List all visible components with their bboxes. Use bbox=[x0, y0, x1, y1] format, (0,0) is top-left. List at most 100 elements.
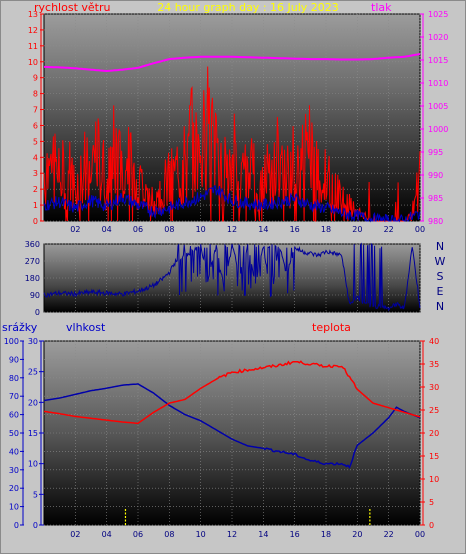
rain-tick: 70 bbox=[9, 392, 19, 401]
pressure-tick: 980 bbox=[428, 217, 443, 226]
humidity-line bbox=[43, 383, 421, 469]
direction-tick: 270 bbox=[25, 257, 40, 266]
direction-tick: 360 bbox=[25, 240, 40, 249]
pressure-label: tlak bbox=[371, 1, 392, 14]
temperature-axis: 0 5 10 15 20 25 30 35 40 bbox=[420, 337, 439, 530]
compass-label: S bbox=[437, 270, 444, 283]
time-tick: 14 bbox=[258, 530, 268, 539]
humidity-tick: 5 bbox=[33, 490, 38, 499]
compass-label: E bbox=[437, 285, 444, 298]
wind-speed-tick: 4 bbox=[33, 153, 38, 162]
wind-direction-series bbox=[43, 242, 421, 312]
time-tick: 14 bbox=[258, 225, 268, 234]
pressure-tick: 1015 bbox=[428, 56, 448, 65]
temperature-label: teplota bbox=[312, 321, 351, 334]
rain-humidity-temperature-panel: 0 10 20 30 40 50 60 70 80 90 100 0 5 10 15 20 25 30 0 5 10… bbox=[4, 337, 439, 539]
compass-label: W bbox=[435, 255, 446, 268]
pressure-tick: 1010 bbox=[428, 79, 448, 88]
pressure-tick: 1025 bbox=[428, 10, 448, 19]
temperature-tick: 30 bbox=[429, 383, 439, 392]
time-tick: 02 bbox=[70, 530, 80, 539]
pressure-tick: 990 bbox=[428, 171, 443, 180]
temperature-line bbox=[43, 360, 421, 425]
time-tick: 12 bbox=[227, 530, 237, 539]
temperature-tick: 20 bbox=[429, 429, 439, 438]
temperature-tick: 35 bbox=[429, 360, 439, 369]
wind-speed-tick: 12 bbox=[28, 26, 38, 35]
temperature-tick: 5 bbox=[429, 498, 434, 507]
temperature-tick: 10 bbox=[429, 475, 439, 484]
time-tick: 22 bbox=[384, 225, 394, 234]
wind-speed-label: rychlost větru bbox=[34, 1, 110, 14]
time-tick: 02 bbox=[70, 225, 80, 234]
time-tick: 08 bbox=[164, 530, 174, 539]
wind-direction-grid bbox=[44, 243, 421, 313]
chart-title: 24 hour graph day : 16 July 2023 bbox=[157, 1, 339, 14]
pressure-tick: 1005 bbox=[428, 102, 448, 111]
wind-speed-tick: 11 bbox=[28, 42, 38, 51]
wind-speed-tick: 8 bbox=[33, 90, 38, 99]
time-tick: 06 bbox=[133, 225, 143, 234]
humidity-tick: 30 bbox=[28, 337, 38, 346]
time-tick: 04 bbox=[102, 530, 112, 539]
wind-speed-tick: 2 bbox=[33, 185, 38, 194]
direction-tick: 90 bbox=[30, 291, 40, 300]
rain-tick: 60 bbox=[9, 411, 19, 420]
temperature-tick: 40 bbox=[429, 337, 439, 346]
wind-average-line bbox=[43, 185, 421, 223]
rain-label: srážky bbox=[2, 321, 38, 334]
humidity-axis: 0 5 10 15 20 25 30 bbox=[28, 337, 44, 530]
pressure-tick: 1000 bbox=[428, 125, 448, 134]
time-tick: 18 bbox=[321, 225, 331, 234]
temperature-tick: 25 bbox=[429, 406, 439, 415]
humidity-tick: 0 bbox=[33, 521, 38, 530]
pressure-tick: 985 bbox=[428, 194, 443, 203]
wind-speed-tick: 9 bbox=[33, 74, 38, 83]
rain-tick: 40 bbox=[9, 447, 19, 456]
time-tick: 22 bbox=[384, 530, 394, 539]
rain-tick: 0 bbox=[14, 521, 19, 530]
humidity-label: vlhkost bbox=[66, 321, 106, 334]
rht-time-axis: 02 04 06 08 10 12 14 16 18 20 22 00 bbox=[70, 530, 425, 539]
humidity-tick: 10 bbox=[28, 460, 38, 469]
wind-direction-line bbox=[43, 242, 421, 312]
pressure-axis: 980 985 990 995 1000 1005 1010 1015 1020 1025 bbox=[420, 10, 448, 226]
time-tick: 12 bbox=[227, 225, 237, 234]
rain-axis: 0 10 20 30 40 50 60 70 80 90 100 bbox=[4, 337, 24, 530]
wind-speed-tick: 3 bbox=[33, 169, 38, 178]
rain-tick: 80 bbox=[9, 374, 19, 383]
compass-label: N bbox=[436, 240, 444, 253]
rain-tick: 10 bbox=[9, 503, 19, 512]
direction-tick: 180 bbox=[25, 274, 40, 283]
rain-tick: 90 bbox=[9, 355, 19, 364]
temperature-tick: 15 bbox=[429, 452, 439, 461]
wind-speed-tick: 13 bbox=[28, 10, 38, 19]
wind-speed-tick: 0 bbox=[33, 217, 38, 226]
wind-pressure-time-axis: 02 04 06 08 10 12 14 16 18 20 22 00 bbox=[70, 225, 425, 234]
wind-speed-tick: 10 bbox=[28, 58, 38, 67]
rain-tick: 20 bbox=[9, 484, 19, 493]
time-tick: 04 bbox=[102, 225, 112, 234]
wind-speed-tick: 6 bbox=[33, 121, 38, 130]
time-tick: 16 bbox=[290, 530, 300, 539]
time-tick: 10 bbox=[196, 225, 206, 234]
humidity-tick: 20 bbox=[28, 398, 38, 407]
time-tick: 16 bbox=[290, 225, 300, 234]
wind-speed-tick: 1 bbox=[33, 201, 38, 210]
wind-speed-tick: 7 bbox=[33, 106, 38, 115]
wind-pressure-series bbox=[43, 53, 421, 223]
time-tick: 10 bbox=[196, 530, 206, 539]
time-tick: 20 bbox=[352, 225, 362, 234]
time-tick: 00 bbox=[415, 225, 425, 234]
humidity-tick: 25 bbox=[28, 368, 38, 377]
time-tick: 08 bbox=[164, 225, 174, 234]
pressure-tick: 995 bbox=[428, 148, 443, 157]
temperature-tick: 0 bbox=[429, 521, 434, 530]
rain-tick: 100 bbox=[4, 337, 19, 346]
compass-label: N bbox=[436, 300, 444, 313]
